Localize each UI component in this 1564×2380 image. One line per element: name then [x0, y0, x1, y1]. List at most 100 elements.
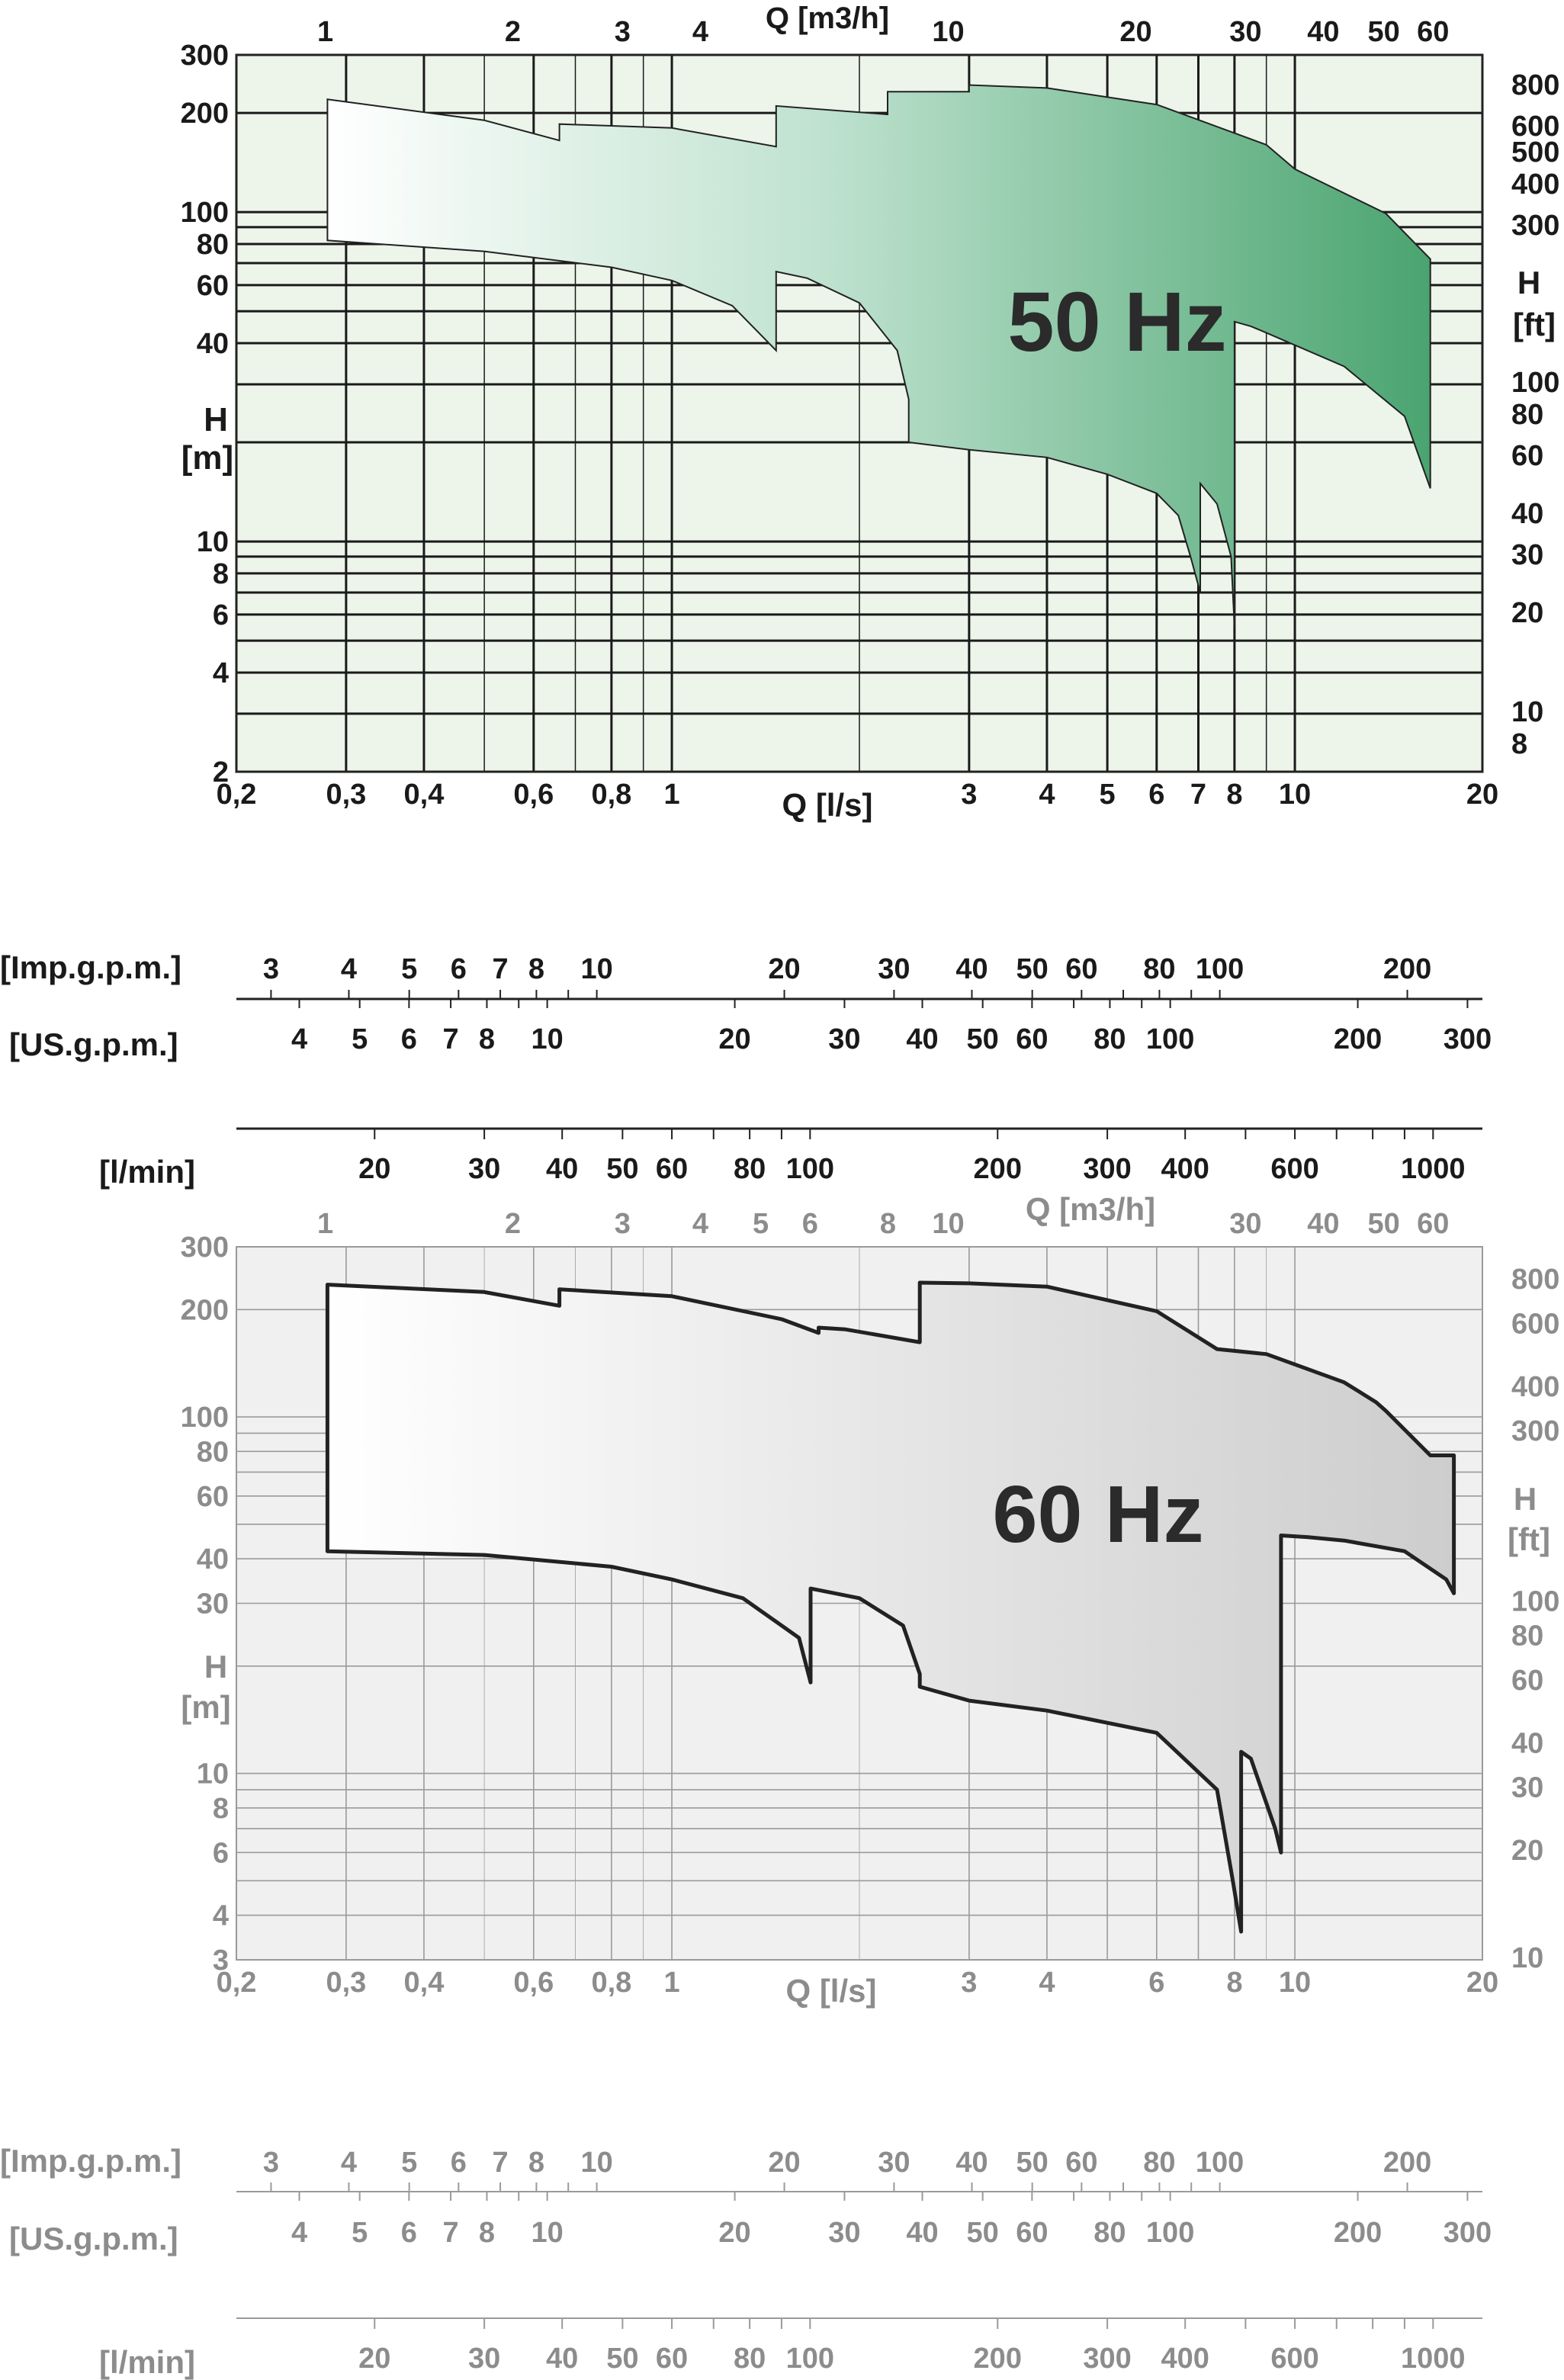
scale-tick-label: 200	[1334, 1023, 1382, 1055]
scale-tick-label: 6	[451, 953, 467, 985]
imp-gpm-label-50hz: [Imp.g.p.m.]	[0, 949, 181, 985]
scale-tick-label: 30	[468, 1153, 500, 1185]
scale-tick-label: 6	[401, 1023, 417, 1055]
top-tick-label: 10	[932, 1208, 964, 1240]
plot-frame-50hz	[235, 53, 1484, 773]
right-tick-label: 10	[1511, 696, 1543, 728]
scale-tick-label: 4	[291, 2217, 307, 2249]
scale-tick-label: 20	[358, 1153, 390, 1185]
top-tick-label: 60	[1417, 16, 1449, 48]
scale-tick-label: 6	[451, 2147, 467, 2179]
scale-tick-label: 50	[1016, 2147, 1049, 2179]
right-tick-label: 40	[1511, 1727, 1543, 1759]
top-axis-ticks-60hz: 1 2 3 4 5 6 8 10 30 40 50 60	[317, 1208, 1449, 1240]
scale-tick-label: 20	[768, 2147, 800, 2179]
scale-tick-label: 600	[1270, 2343, 1318, 2375]
right-axis-label-unit-60hz: [ft]	[1508, 1521, 1550, 1557]
left-tick-label: 10	[197, 1759, 229, 1791]
right-tick-label: 800	[1511, 1264, 1559, 1296]
scale-tick-label: 20	[768, 953, 800, 985]
bottom-tick-label: 6	[1148, 1967, 1164, 1999]
left-tick-label: 2	[213, 756, 229, 789]
top-tick-label: 2	[505, 1208, 521, 1240]
scale-tick-label: 80	[734, 1153, 766, 1185]
scale-tick-label: 3	[263, 2147, 279, 2179]
bottom-tick-label: 1	[663, 1967, 679, 1999]
left-axis-label-h-60hz: H	[204, 1649, 227, 1685]
scale-tick-label: 40	[955, 2147, 988, 2179]
scale-tick-label: 100	[1196, 953, 1244, 985]
scale-tick-label: 30	[878, 953, 910, 985]
scale-tick-label: 8	[479, 1023, 495, 1055]
bottom-tick-label: 0,8	[591, 1967, 631, 1999]
left-tick-label: 8	[213, 558, 229, 590]
bottom-tick-label: 0,4	[404, 1967, 445, 1999]
bottom-tick-label: 4	[1039, 1967, 1055, 1999]
right-tick-label: 10	[1511, 1942, 1543, 1974]
scale-tick-label: 10	[580, 2147, 612, 2179]
bottom-tick-label: 10	[1279, 779, 1311, 811]
scale-tick-label: 1000	[1401, 2343, 1466, 2375]
top-tick-label: 1	[317, 16, 333, 48]
top-tick-label: 1	[317, 1208, 333, 1240]
bottom-tick-label: 1	[663, 779, 679, 811]
scale-tick-label: 200	[974, 2343, 1022, 2375]
plot-frame-60hz	[236, 1246, 1483, 1961]
bottom-tick-label: 0,6	[513, 1967, 554, 1999]
scale-tick-label: 100	[786, 1153, 834, 1185]
scale-tick-label: 60	[656, 1153, 688, 1185]
us-gpm-label-60hz: [US.g.p.m.]	[9, 2221, 178, 2256]
scale-tick-label: 5	[401, 2147, 417, 2179]
left-tick-label: 60	[197, 1481, 229, 1513]
top-axis-ticks-50hz: 1 2 3 4 10 20 30 40 50 60	[317, 16, 1449, 48]
left-tick-label: 200	[181, 1294, 229, 1326]
scale-tick-label: 5	[352, 2217, 368, 2249]
performance-envelope-60hz	[325, 1280, 1456, 1934]
scale-tick-label: 80	[1094, 2217, 1126, 2249]
bottom-tick-label: 20	[1466, 1967, 1498, 1999]
scale-tick-label: 40	[955, 953, 988, 985]
us-gpm-label-50hz: [US.g.p.m.]	[9, 1026, 178, 1062]
scale-tick-label: 100	[1146, 2217, 1194, 2249]
top-tick-label: 20	[1119, 16, 1151, 48]
scale-tick-label: 40	[906, 2217, 938, 2249]
bottom-axis-label-50hz: Q [l/s]	[782, 787, 872, 823]
top-axis-label-60hz: Q [m3/h]	[1026, 1191, 1155, 1227]
bottom-axis-ticks-60hz: 0,2 0,3 0,4 0,6 0,8 1 3 4 6 8 10 20	[217, 1967, 1499, 1999]
scale-tick-label: 200	[974, 1153, 1022, 1185]
scale-tick-label: 30	[878, 2147, 910, 2179]
right-tick-label: 30	[1511, 539, 1543, 571]
bottom-tick-label: 0,3	[326, 1967, 366, 1999]
scale-tick-label: 40	[546, 2343, 578, 2375]
scale-tick-label: 50	[606, 1153, 638, 1185]
left-tick-label: 40	[197, 1543, 229, 1575]
scale-tick-label: 60	[1065, 953, 1097, 985]
scale-tick-label: 80	[734, 2343, 766, 2375]
scale-tick-label: 200	[1383, 2147, 1431, 2179]
scale-tick-label: 400	[1161, 1153, 1209, 1185]
bottom-tick-label: 0,3	[326, 779, 366, 811]
scale-tick-label: 60	[1016, 1023, 1048, 1055]
scale-tick-label: 50	[967, 2217, 999, 2249]
top-tick-label: 5	[753, 1208, 769, 1240]
scale-tick-label: 8	[528, 953, 544, 985]
scale-tick-label: 20	[718, 1023, 750, 1055]
right-tick-label: 400	[1511, 1371, 1559, 1403]
scale-tick-label: 400	[1161, 2343, 1209, 2375]
right-tick-label: 60	[1511, 1665, 1543, 1697]
top-tick-label: 40	[1307, 1208, 1339, 1240]
imp-gpm-label-60hz: [Imp.g.p.m.]	[0, 2143, 181, 2179]
right-tick-label: 80	[1511, 1620, 1543, 1653]
left-tick-label: 6	[213, 599, 229, 631]
bottom-tick-label: 3	[961, 1967, 977, 1999]
scale-tick-label: 80	[1094, 1023, 1126, 1055]
lmin-label-50hz: [l/min]	[99, 1154, 195, 1190]
left-tick-label: 30	[197, 1588, 229, 1620]
top-tick-label: 50	[1367, 1208, 1399, 1240]
left-tick-label: 3	[213, 1945, 229, 1977]
scale-tick-label: 300	[1083, 2343, 1131, 2375]
right-tick-label: 400	[1511, 169, 1559, 201]
